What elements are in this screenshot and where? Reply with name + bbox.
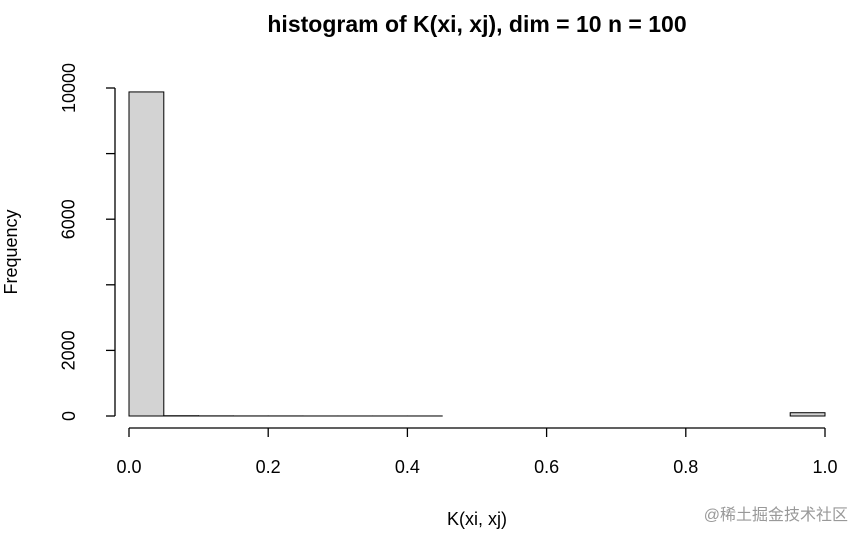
bar <box>789 412 826 417</box>
x-tick-label: 1.0 <box>812 457 837 477</box>
y-tick-label: 2000 <box>59 330 79 370</box>
x-tick-label: 0.4 <box>395 457 420 477</box>
y-axis-label: Frequency <box>1 209 21 294</box>
x-tick-label: 0.0 <box>116 457 141 477</box>
watermark: @稀土掘金技术社区 <box>704 506 848 524</box>
bar <box>128 91 165 417</box>
x-tick-label: 0.8 <box>673 457 698 477</box>
x-axis-label: K(xi, xj) <box>447 509 507 529</box>
y-tick-label: 0 <box>59 411 79 421</box>
y-tick-label: 10000 <box>59 63 79 113</box>
x-tick-label: 0.6 <box>534 457 559 477</box>
chart-title: histogram of K(xi, xj), dim = 10 n = 100 <box>267 11 686 37</box>
x-tick-label: 0.2 <box>256 457 281 477</box>
y-tick-label: 6000 <box>59 199 79 239</box>
